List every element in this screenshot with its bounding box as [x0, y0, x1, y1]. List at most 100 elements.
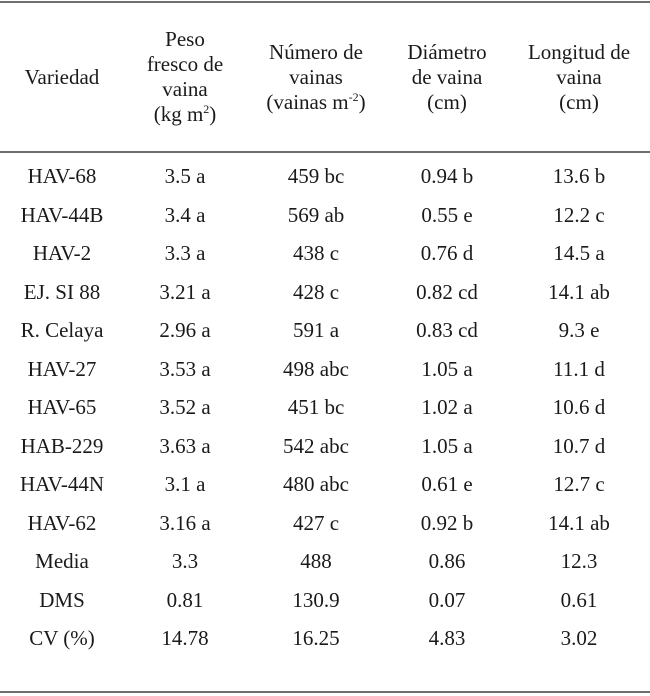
table-header: Variedad Peso fresco de vaina (kg m2) Nú…: [0, 3, 650, 151]
top-rule: [0, 1, 650, 3]
cell-variedad: R. Celaya: [20, 318, 104, 343]
table-row: HAV-2 3.3 a 438 c 0.76 d 14.5 a: [0, 234, 650, 273]
header-variedad: Variedad: [0, 3, 124, 151]
cell-longitud: 9.3 e: [558, 318, 600, 343]
cell-numero: 451 bc: [287, 395, 345, 420]
header-rule: [0, 151, 650, 153]
cell-longitud: 11.1 d: [553, 356, 605, 381]
cell-variedad: HAV-27: [27, 356, 97, 381]
variety-results-table: Variedad Peso fresco de vaina (kg m2) Nú…: [0, 3, 650, 658]
header-line: Variedad: [24, 64, 100, 89]
cell-variedad: HAV-2: [32, 241, 92, 266]
cell-longitud: 3.02: [560, 626, 598, 651]
table-row: HAB-229 3.63 a 542 abc 1.05 a 10.7 d: [0, 427, 650, 466]
cell-peso: 0.81: [166, 587, 204, 612]
cell-numero: 438 c: [292, 241, 340, 266]
cell-peso: 3.53 a: [159, 356, 211, 381]
table-row: EJ. SI 88 3.21 a 428 c 0.82 cd 14.1 ab: [0, 273, 650, 312]
cell-numero: 498 abc: [283, 356, 349, 381]
cell-diametro: 0.82 cd: [416, 279, 478, 304]
cell-numero: 488: [300, 549, 332, 574]
unit-exponent: 2: [203, 102, 210, 116]
header-row: Variedad Peso fresco de vaina (kg m2) Nú…: [0, 3, 650, 151]
cell-numero: 480 abc: [283, 472, 349, 497]
cell-numero: 428 c: [292, 279, 340, 304]
cell-diametro: 0.86: [428, 549, 466, 574]
cell-peso: 3.52 a: [159, 395, 211, 420]
table-row: HAV-27 3.53 a 498 abc 1.05 a 11.1 d: [0, 350, 650, 389]
cell-diametro: 1.05 a: [421, 356, 473, 381]
cell-numero: 16.25: [292, 626, 340, 651]
header-line: Peso: [165, 27, 205, 51]
header-line: Número de: [269, 39, 363, 64]
cell-label: DMS: [39, 587, 85, 612]
cell-label: Media: [35, 549, 89, 574]
table-row: HAV-44N 3.1 a 480 abc 0.61 e 12.7 c: [0, 465, 650, 504]
header-peso-fresco: Peso fresco de vaina (kg m2): [124, 3, 246, 151]
cell-peso: 3.1 a: [164, 472, 206, 497]
unit-exponent: -2: [348, 89, 359, 104]
header-line: vaina: [556, 64, 602, 89]
header-line: de vaina: [411, 64, 483, 89]
cell-longitud: 14.1 ab: [548, 279, 610, 304]
table-body: HAV-68 3.5 a 459 bc 0.94 b 13.6 b HAV-44…: [0, 151, 650, 658]
cell-diametro: 0.92 b: [420, 510, 474, 535]
cell-numero: 427 c: [292, 510, 340, 535]
bottom-rule: [0, 691, 650, 693]
cell-diametro: 0.61 e: [421, 472, 473, 497]
cell-variedad: HAB-229: [20, 433, 104, 458]
cell-diametro: 1.05 a: [421, 433, 473, 458]
summary-row-media: Media 3.3 488 0.86 12.3: [0, 542, 650, 581]
cell-numero: 130.9: [292, 587, 340, 612]
header-longitud: Longitud de vaina (cm): [508, 3, 650, 151]
cell-variedad: HAV-44B: [20, 202, 104, 227]
cell-diametro: 4.83: [428, 626, 466, 651]
header-unit: (vainas m-2): [246, 90, 386, 115]
cell-longitud: 12.3: [560, 549, 598, 574]
cell-peso: 3.63 a: [159, 433, 211, 458]
header-diametro: Diámetro de vaina (cm): [386, 3, 508, 151]
header-line: Longitud de: [527, 39, 631, 64]
cell-diametro: 1.02 a: [421, 395, 473, 420]
table-row: R. Celaya 2.96 a 591 a 0.83 cd 9.3 e: [0, 311, 650, 350]
table-row: HAV-62 3.16 a 427 c 0.92 b 14.1 ab: [0, 504, 650, 543]
summary-row-cv: CV (%) 14.78 16.25 4.83 3.02: [0, 619, 650, 658]
cell-longitud: 12.7 c: [553, 472, 605, 497]
cell-peso: 3.3: [171, 549, 199, 574]
cell-diametro: 0.07: [428, 587, 466, 612]
header-line: fresco de: [146, 52, 224, 76]
cell-diametro: 0.94 b: [420, 164, 474, 189]
cell-peso: 3.16 a: [159, 510, 211, 535]
cell-numero: 591 a: [292, 318, 340, 343]
table-row: HAV-68 3.5 a 459 bc 0.94 b 13.6 b: [0, 151, 650, 196]
cell-longitud: 10.6 d: [552, 395, 606, 420]
table-row: HAV-44B 3.4 a 569 ab 0.55 e 12.2 c: [0, 196, 650, 235]
cell-diametro: 0.55 e: [421, 202, 473, 227]
cell-longitud: 0.61: [560, 587, 598, 612]
cell-diametro: 0.83 cd: [416, 318, 478, 343]
cell-longitud: 14.1 ab: [548, 510, 610, 535]
cell-longitud: 12.2 c: [553, 202, 605, 227]
cell-longitud: 13.6 b: [552, 164, 606, 189]
cell-numero: 542 abc: [283, 433, 349, 458]
cell-label: CV (%): [29, 626, 95, 651]
cell-peso: 14.78: [161, 626, 209, 651]
unit-prefix: (kg m: [153, 102, 204, 126]
cell-peso: 3.4 a: [164, 202, 206, 227]
cell-numero: 459 bc: [287, 164, 345, 189]
cell-diametro: 0.76 d: [420, 241, 474, 266]
cell-peso: 3.21 a: [159, 279, 211, 304]
cell-variedad: HAV-44N: [19, 472, 105, 497]
unit-prefix: (vainas m: [266, 89, 349, 114]
header-line: (cm): [559, 89, 599, 114]
unit-suffix: ): [209, 102, 217, 126]
cell-variedad: EJ. SI 88: [23, 279, 101, 304]
table-row: HAV-65 3.52 a 451 bc 1.02 a 10.6 d: [0, 388, 650, 427]
cell-peso: 2.96 a: [159, 318, 211, 343]
cell-variedad: HAV-62: [27, 510, 97, 535]
cell-longitud: 10.7 d: [552, 433, 606, 458]
cell-numero: 569 ab: [287, 202, 345, 227]
header-line: (cm): [427, 89, 467, 114]
cell-longitud: 14.5 a: [553, 241, 605, 266]
summary-row-dms: DMS 0.81 130.9 0.07 0.61: [0, 581, 650, 620]
